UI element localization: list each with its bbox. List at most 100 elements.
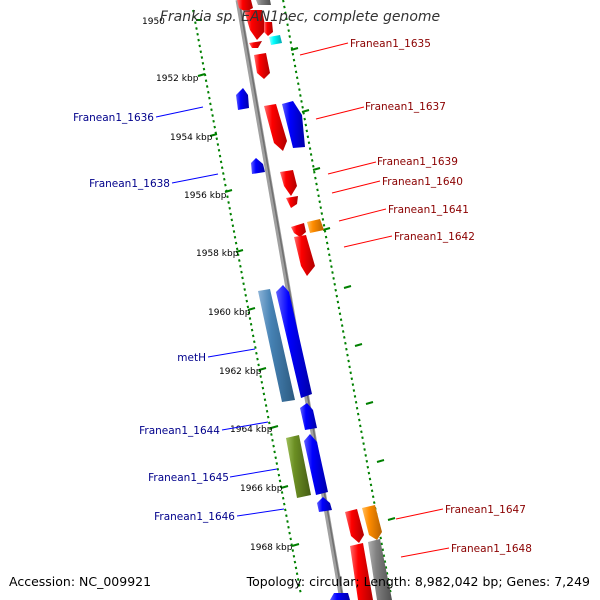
- gene-label-left[interactable]: Franean1_1638: [89, 178, 170, 190]
- ruler-dash: [228, 206, 231, 210]
- ruler-dash: [249, 322, 253, 326]
- gene-feature[interactable]: [300, 403, 317, 430]
- gene-label-right[interactable]: Franean1_1642: [394, 231, 475, 243]
- ruler-dash: [261, 386, 265, 390]
- ruler-dash: [282, 0, 285, 3]
- ruler-dash: [356, 412, 360, 416]
- ruler-dash: [213, 125, 216, 129]
- ruler-tick: [280, 485, 289, 489]
- gene-label-left[interactable]: Franean1_1636: [73, 112, 154, 124]
- ruler-tick: [270, 425, 279, 429]
- ruler-dash: [285, 17, 288, 21]
- ruler-dash: [234, 241, 238, 245]
- gene-feature[interactable]: [258, 289, 295, 402]
- ruler-dash: [241, 276, 244, 280]
- ruler-dash: [207, 90, 210, 94]
- ruler-dash: [318, 200, 321, 204]
- ruler-dash: [229, 212, 232, 216]
- ruler-dash: [336, 300, 340, 304]
- ruler-label: 1950: [142, 17, 165, 27]
- ruler-dash: [366, 465, 370, 469]
- ruler-dash: [217, 148, 221, 152]
- gene-feature[interactable]: [330, 593, 350, 600]
- ruler-dash: [209, 102, 212, 106]
- gene-label-left[interactable]: Franean1_1646: [154, 511, 235, 523]
- gene-feature[interactable]: [304, 434, 328, 495]
- ruler-dash: [259, 375, 262, 378]
- ruler-dash: [358, 418, 361, 422]
- ruler-dash: [266, 415, 270, 419]
- gene-feature[interactable]: [264, 22, 273, 36]
- gene-feature[interactable]: [286, 196, 298, 208]
- gene-feature[interactable]: [276, 285, 312, 398]
- leader-line: [171, 173, 219, 184]
- ruler-dash: [386, 577, 390, 581]
- ruler-dash: [331, 271, 334, 274]
- gene-feature[interactable]: [350, 543, 373, 600]
- gene-label-right[interactable]: Franean1_1639: [377, 156, 458, 168]
- ruler-dash: [297, 82, 300, 86]
- ruler-dash: [325, 241, 329, 245]
- gene-label-right[interactable]: Franean1_1641: [388, 204, 469, 216]
- gene-feature[interactable]: [286, 435, 311, 498]
- leader-line: [155, 106, 204, 118]
- ruler-dash: [306, 135, 310, 139]
- ruler-dash: [216, 143, 220, 146]
- ruler-dash: [310, 159, 314, 162]
- ruler-dash: [236, 253, 240, 257]
- gene-feature[interactable]: [236, 88, 249, 110]
- gene-feature[interactable]: [244, 10, 266, 40]
- ruler-dash: [364, 454, 367, 457]
- gene-label-right[interactable]: Franean1_1635: [350, 38, 431, 50]
- gene-feature[interactable]: [280, 170, 297, 196]
- gene-label-right[interactable]: Franean1_1637: [365, 101, 446, 113]
- leader-line: [331, 180, 381, 194]
- ruler-dash: [285, 514, 288, 518]
- ruler-dash: [253, 340, 256, 344]
- gene-label-right[interactable]: Franean1_1640: [382, 176, 463, 188]
- ruler-dash: [244, 293, 247, 297]
- gene-feature[interactable]: [249, 41, 262, 48]
- gene-feature[interactable]: [256, 0, 271, 5]
- ruler-dash: [379, 536, 382, 540]
- ruler-dash: [355, 406, 359, 410]
- gene-feature[interactable]: [254, 53, 270, 79]
- gene-feature[interactable]: [294, 235, 315, 276]
- gene-feature[interactable]: [269, 35, 282, 45]
- gene-feature[interactable]: [251, 158, 265, 174]
- ruler-dash: [275, 462, 279, 465]
- gene-label-right[interactable]: Franean1_1647: [445, 504, 526, 516]
- ruler-dash: [283, 5, 286, 9]
- ruler-dash: [254, 346, 257, 349]
- gene-feature[interactable]: [282, 101, 305, 148]
- ruler-dash: [268, 421, 271, 425]
- gene-feature[interactable]: [317, 497, 332, 512]
- gene-feature[interactable]: [368, 539, 392, 600]
- ruler-dash: [359, 424, 362, 428]
- ruler-dash: [265, 409, 269, 413]
- ruler-dash: [294, 566, 298, 570]
- ruler-tick: [291, 543, 300, 547]
- ruler-tick-right: [365, 401, 374, 405]
- gene-feature[interactable]: [264, 104, 287, 151]
- ruler-label: 1960 kbp: [208, 308, 251, 318]
- gene-label-left[interactable]: Franean1_1645: [148, 472, 229, 484]
- gene-label-left[interactable]: Franean1_1644: [139, 425, 220, 437]
- leader-line: [299, 42, 349, 56]
- gene-feature[interactable]: [291, 223, 306, 237]
- leader-line: [327, 161, 377, 175]
- ruler-track-left: [192, 9, 302, 593]
- ruler-dash: [348, 365, 351, 369]
- ruler-dash: [338, 312, 342, 316]
- gene-feature[interactable]: [237, 0, 253, 12]
- gene-label-left[interactable]: metH: [177, 352, 206, 364]
- gene-feature[interactable]: [307, 219, 324, 233]
- gene-label-right[interactable]: Franean1_1648: [451, 543, 532, 555]
- ruler-dash: [385, 572, 389, 575]
- gene-feature[interactable]: [362, 505, 382, 540]
- gene-feature[interactable]: [345, 509, 364, 543]
- ruler-dash: [210, 108, 213, 112]
- ruler-dash: [380, 542, 383, 546]
- ruler-dash: [246, 305, 250, 309]
- ruler-dash: [304, 123, 308, 127]
